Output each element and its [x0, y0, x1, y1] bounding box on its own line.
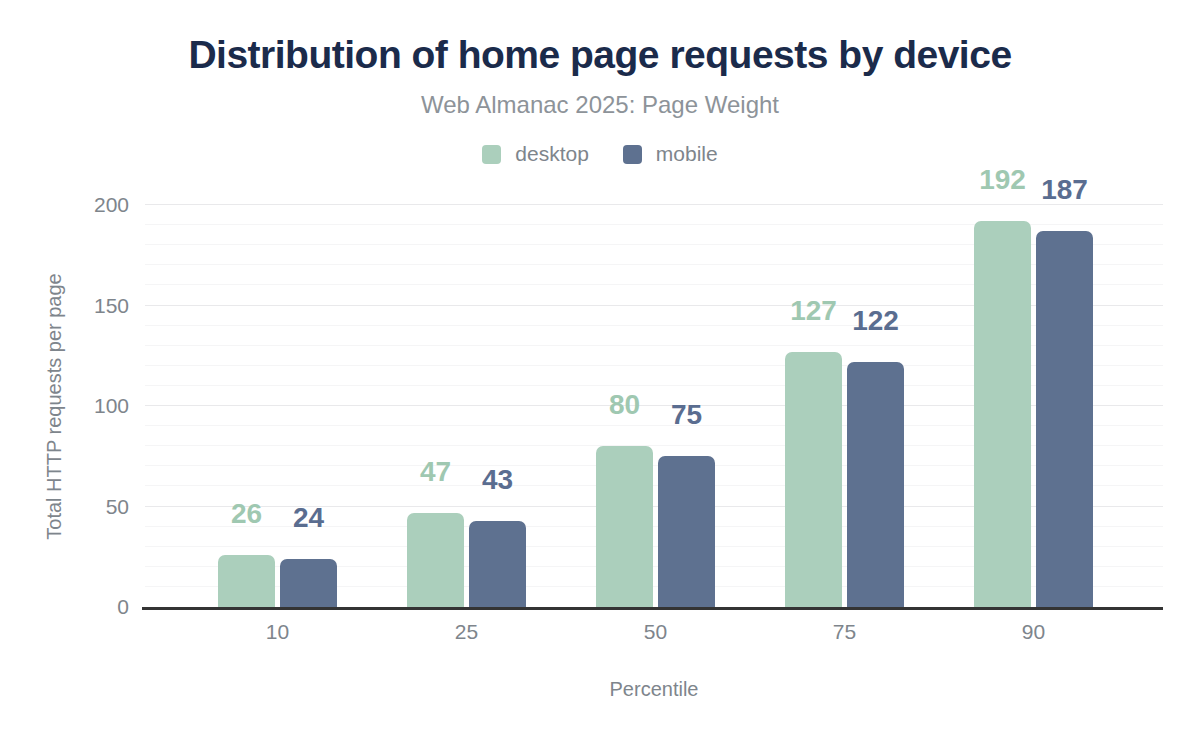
bar-desktop-p50[interactable]: [596, 446, 653, 607]
x-tick-label-10: 10: [228, 620, 328, 644]
legend-swatch-mobile: [623, 145, 642, 164]
bar-mobile-p10[interactable]: [280, 559, 337, 607]
bar-desktop-p25[interactable]: [407, 513, 464, 607]
bar-mobile-p75[interactable]: [847, 362, 904, 607]
y-tick-label: 50: [49, 496, 129, 518]
bar-value-label-mobile-p75: 122: [821, 307, 931, 335]
legend-item-desktop[interactable]: desktop: [482, 142, 589, 166]
x-axis-title: Percentile: [145, 678, 1163, 701]
gridline-major: [145, 204, 1163, 205]
bar-desktop-p75[interactable]: [785, 352, 842, 607]
legend: desktop mobile: [0, 142, 1200, 166]
chart-subtitle: Web Almanac 2025: Page Weight: [0, 91, 1200, 119]
legend-swatch-desktop: [482, 145, 501, 164]
bar-mobile-p25[interactable]: [469, 521, 526, 607]
bar-value-label-mobile-p10: 24: [254, 504, 364, 532]
plot-area: 0501001502002624104743258075501271227519…: [145, 205, 1163, 607]
bar-value-label-mobile-p25: 43: [443, 466, 553, 494]
bar-desktop-p90[interactable]: [974, 221, 1031, 607]
x-tick-label-90: 90: [984, 620, 1084, 644]
y-tick-label: 100: [49, 395, 129, 417]
x-tick-label-50: 50: [606, 620, 706, 644]
bar-mobile-p50[interactable]: [658, 456, 715, 607]
legend-label-mobile: mobile: [656, 142, 718, 166]
bar-value-label-mobile-p50: 75: [632, 401, 742, 429]
bar-value-label-mobile-p90: 187: [1010, 176, 1120, 204]
x-tick-label-25: 25: [417, 620, 517, 644]
legend-label-desktop: desktop: [515, 142, 589, 166]
y-tick-label: 150: [49, 295, 129, 317]
legend-item-mobile[interactable]: mobile: [623, 142, 718, 166]
y-tick-label: 0: [49, 596, 129, 618]
y-tick-label: 200: [49, 194, 129, 216]
chart-title: Distribution of home page requests by de…: [0, 33, 1200, 77]
chart-figure: Distribution of home page requests by de…: [0, 0, 1200, 742]
bar-desktop-p10[interactable]: [218, 555, 275, 607]
x-axis-line: [142, 607, 1163, 610]
x-tick-label-75: 75: [795, 620, 895, 644]
bar-mobile-p90[interactable]: [1036, 231, 1093, 607]
